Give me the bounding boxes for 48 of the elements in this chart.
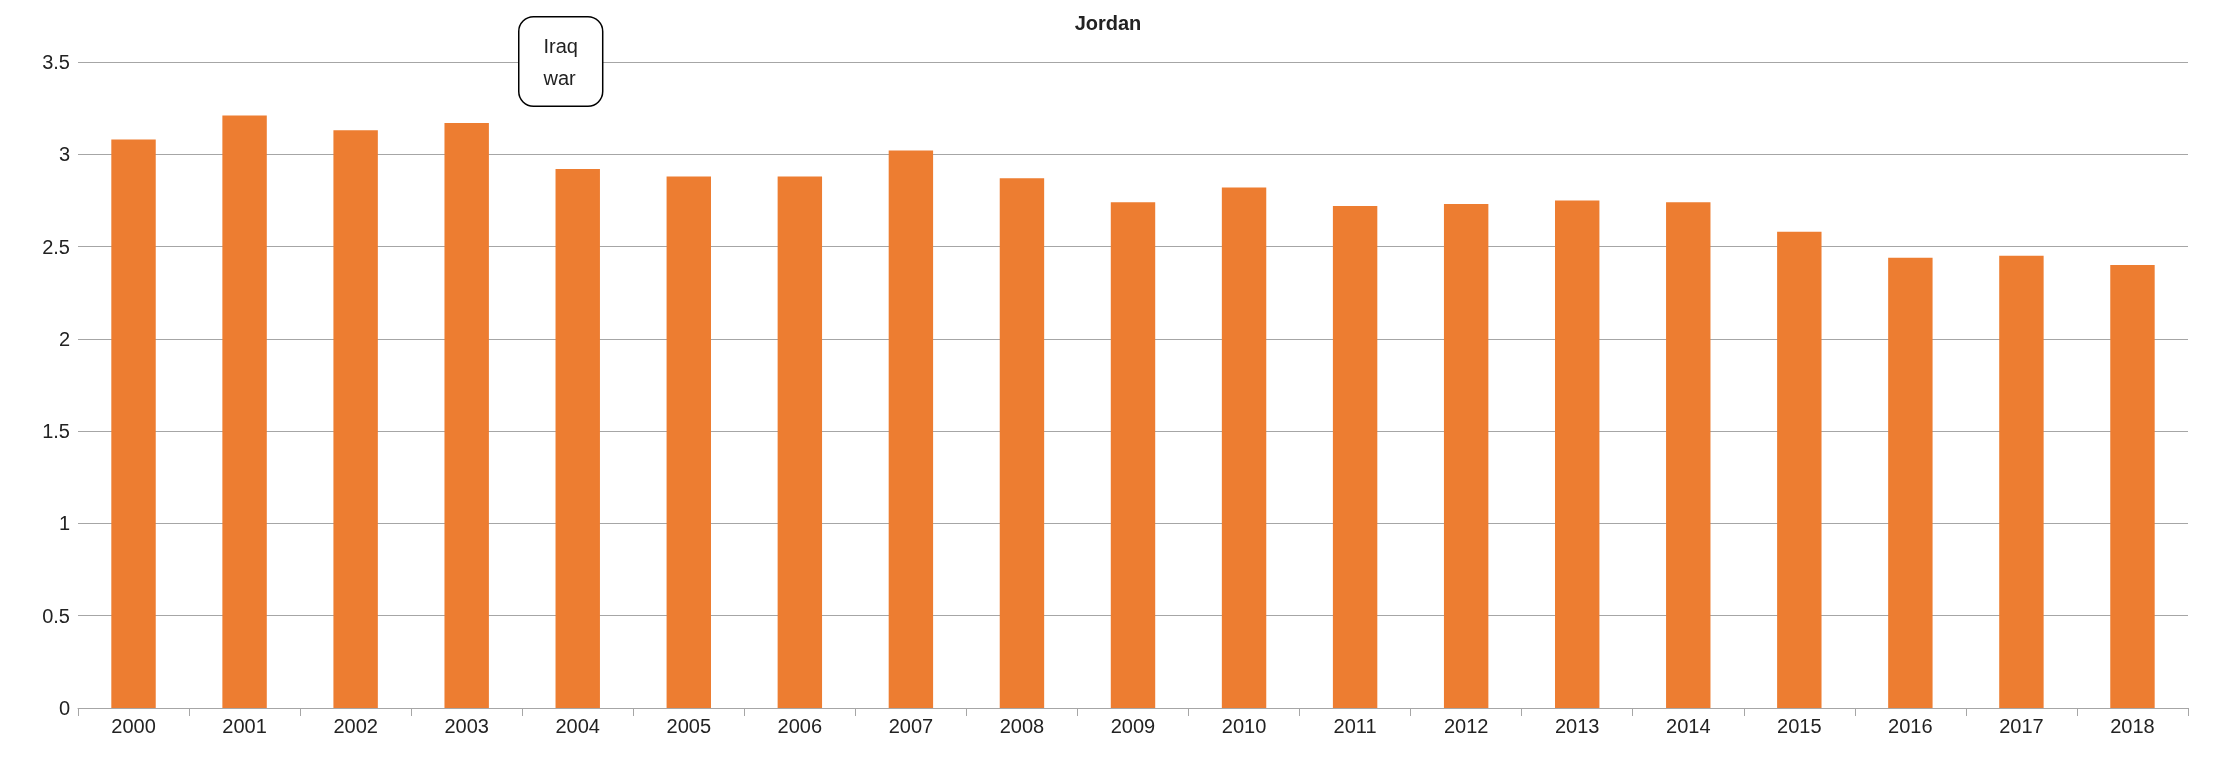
y-tick-label: 3.5 bbox=[42, 51, 70, 73]
bar bbox=[111, 139, 156, 708]
bar bbox=[1110, 202, 1156, 708]
x-tick-label: 2013 bbox=[1554, 715, 1600, 737]
y-tick-label: 1.5 bbox=[42, 420, 70, 443]
bar bbox=[1332, 205, 1378, 708]
y-tick-label: 0.5 bbox=[42, 604, 70, 627]
x-tick-label: 2016 bbox=[1888, 715, 1933, 737]
x-tick-label: 2015 bbox=[1777, 715, 1822, 737]
bar bbox=[777, 176, 823, 708]
bar bbox=[1999, 255, 2044, 708]
x-tick-label: 2005 bbox=[666, 715, 712, 737]
bar bbox=[2110, 265, 2155, 708]
x-tick-label: 2018 bbox=[2110, 715, 2155, 737]
x-tick-label: 2006 bbox=[777, 715, 823, 737]
bar bbox=[888, 150, 934, 708]
y-tick-label: 1 bbox=[58, 512, 70, 535]
bar bbox=[1888, 257, 1933, 708]
bar bbox=[1777, 231, 1822, 708]
x-tick-label: 2001 bbox=[222, 715, 267, 737]
x-tick-label: 2012 bbox=[1443, 715, 1489, 737]
y-tick-label: 3 bbox=[58, 143, 70, 166]
bar bbox=[1443, 204, 1489, 708]
bar bbox=[1221, 187, 1267, 708]
y-tick-label: 2.5 bbox=[42, 235, 70, 258]
x-tick-label: 2007 bbox=[888, 715, 934, 737]
chart-title: Jordan bbox=[1074, 12, 1142, 34]
annotation: Iraq war bbox=[542, 34, 578, 89]
y-tick-label: 0 bbox=[58, 697, 70, 719]
x-tick-label: 2003 bbox=[444, 715, 489, 737]
x-tick-label: 2009 bbox=[1110, 715, 1156, 737]
bar bbox=[1666, 202, 1711, 708]
x-tick-label: 2014 bbox=[1666, 715, 1711, 737]
x-tick-label: 2010 bbox=[1221, 715, 1267, 737]
bar bbox=[444, 122, 489, 708]
x-tick-label: 2017 bbox=[1999, 715, 2044, 737]
x-tick-label: 2004 bbox=[555, 715, 600, 737]
y-tick-label: 2 bbox=[58, 327, 70, 350]
x-tick-label: 2008 bbox=[999, 715, 1045, 737]
bar bbox=[555, 169, 600, 708]
x-tick-label: 2011 bbox=[1333, 715, 1377, 737]
bar bbox=[333, 130, 378, 708]
bar bbox=[666, 176, 711, 708]
bar bbox=[1555, 200, 1600, 708]
x-tick-label: 2002 bbox=[333, 715, 378, 737]
bar bbox=[999, 178, 1045, 708]
bar bbox=[222, 115, 267, 708]
x-tick-label: 2000 bbox=[111, 715, 156, 737]
